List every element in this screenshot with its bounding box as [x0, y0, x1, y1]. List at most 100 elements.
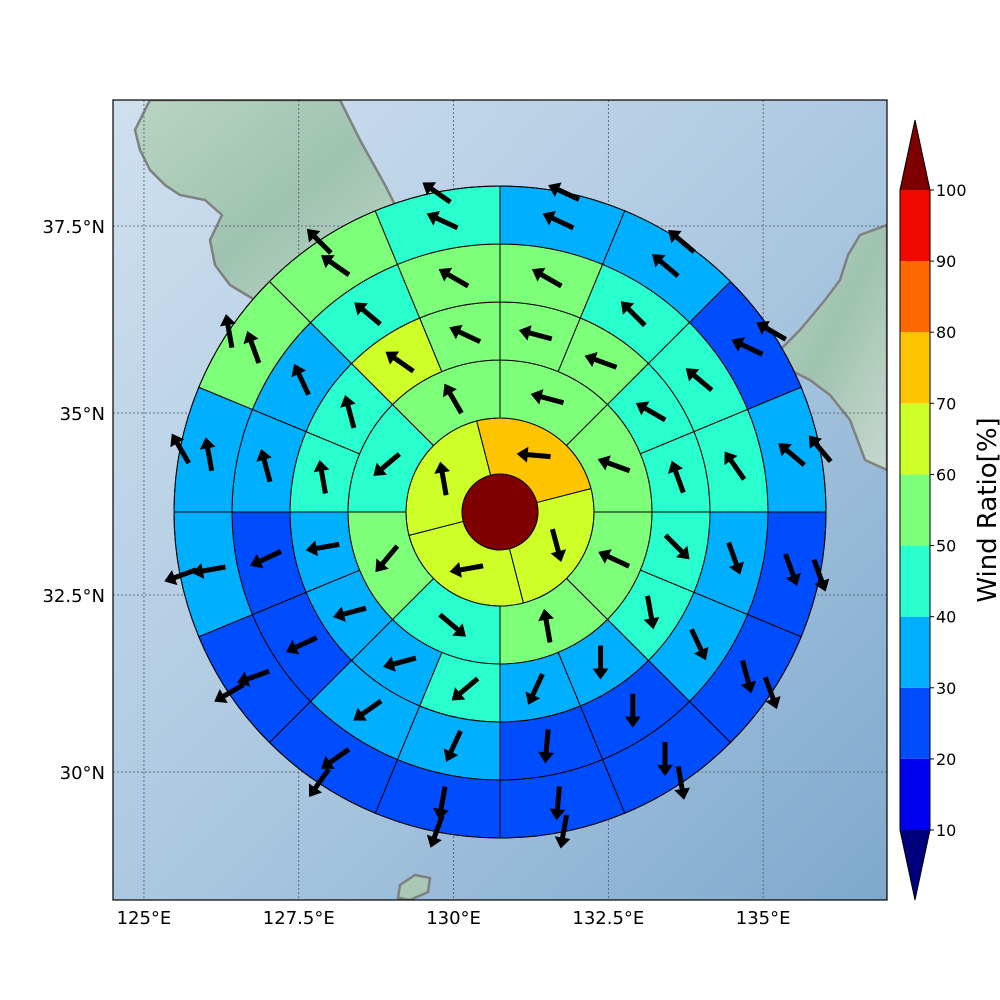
wind-arrow [170, 433, 191, 465]
colorbar-tick-label: 20 [936, 750, 956, 769]
wind-arrow [375, 544, 400, 573]
colorbar-bin [900, 474, 930, 546]
wind-arrow [443, 383, 464, 415]
wind-arrow [438, 267, 470, 289]
wind-arrow [438, 612, 466, 637]
colorbar-tick-label: 10 [936, 821, 956, 840]
wind-arrow [643, 595, 660, 630]
wind-arrow [306, 228, 333, 255]
colorbar-tick-label: 80 [936, 323, 956, 342]
y-tick-label: 35°N [60, 404, 105, 425]
wind-arrow [305, 540, 340, 557]
wind-arrow [426, 210, 459, 231]
colorbar-tick-label: 60 [936, 465, 956, 484]
ring-6-sector [198, 636, 270, 743]
wind-arrow [811, 558, 830, 592]
wind-arrow [635, 401, 667, 423]
wind-arrow [783, 553, 801, 586]
wind-arrow [778, 443, 806, 467]
wind-arrow [308, 767, 331, 797]
wind-arrow [554, 814, 571, 849]
wind-arrow [285, 635, 318, 655]
colorbar-tick-label: 50 [936, 537, 956, 556]
colorbar-bin [900, 758, 930, 830]
colorbar-tick-label: 40 [936, 608, 956, 627]
wind-arrow [651, 254, 680, 278]
wind-arrow [740, 659, 757, 694]
wind-arrow [663, 533, 690, 560]
wind-arrow [214, 682, 245, 704]
wind-arrow [383, 655, 417, 672]
wind-arrow [538, 608, 554, 643]
wind-arrow [237, 668, 270, 687]
wind-arrow [689, 628, 709, 661]
wind-arrow [433, 786, 449, 821]
colorbar-bin [900, 687, 930, 759]
x-tick-label: 130°E [426, 908, 481, 929]
wind-arrow [657, 741, 674, 776]
y-tick-label: 37.5°N [42, 217, 105, 238]
ring-6-sector [375, 185, 501, 212]
colorbar-bin [900, 332, 930, 404]
colorbar: 10 20 30 40 50 60 70 80 90 100 [899, 119, 967, 901]
map-area [113, 100, 887, 900]
wind-arrow [340, 395, 357, 429]
wind-arrow [518, 325, 553, 342]
wind-arrow [530, 389, 565, 406]
wind-arrow [220, 314, 236, 349]
wind-arrow [321, 255, 351, 277]
colorbar-tick-label: 90 [936, 252, 956, 271]
colorbar-bin [900, 545, 930, 617]
wind-arrow [164, 567, 198, 586]
wind-arrow [620, 301, 647, 328]
wind-arrow [726, 541, 744, 575]
colorbar-bin [900, 403, 930, 475]
wind-arrow [667, 460, 686, 494]
wind-arrow [354, 302, 382, 327]
ring-6-sector [269, 742, 376, 814]
wind-arrow [685, 368, 714, 393]
wind-arrow [250, 549, 283, 569]
ring-6-sector [730, 281, 802, 388]
wind-arrow [333, 605, 367, 622]
wind-arrow [756, 320, 788, 342]
wind-arrow [592, 645, 609, 680]
wind-arrow [731, 337, 764, 357]
wind-arrow [549, 528, 567, 563]
y-tick-label: 32.5°N [42, 586, 105, 607]
wind-arrow [449, 561, 484, 578]
colorbar-tick-label: 30 [936, 679, 956, 698]
wind-arrow [449, 324, 482, 344]
wind-arrow [531, 267, 563, 289]
wind-arrow [525, 673, 545, 705]
wind-arrow [549, 786, 566, 821]
wind-arrow [548, 182, 581, 202]
y-tick-label: 30°N [60, 763, 105, 784]
wind-arrow [451, 676, 480, 701]
wind-arrow [243, 331, 262, 364]
wind-arrow [808, 435, 833, 464]
x-tick-label: 132.5°E [572, 908, 644, 929]
wind-arrow [256, 448, 273, 483]
wind-arrow [538, 729, 555, 764]
wind-direction-arrows [164, 182, 833, 849]
colorbar-tick-label: 100 [936, 181, 967, 200]
land-south-islands [396, 873, 432, 900]
x-axis-ticks: 125°E 127.5°E 130°E 132.5°E 135°E [117, 908, 791, 929]
wind-arrow [762, 676, 781, 710]
colorbar-extend-max [900, 120, 930, 190]
wind-arrow [624, 693, 641, 728]
y-axis-ticks: 30°N 32.5°N 35°N 37.5°N [42, 217, 105, 784]
wind-arrow [321, 747, 351, 769]
wind-arrow [191, 563, 226, 579]
wind-arrow [516, 446, 551, 463]
wind-arrow [353, 698, 383, 721]
colorbar-tick-label: 70 [936, 394, 956, 413]
colorbar-bin [900, 190, 930, 262]
wind-arrow [598, 549, 631, 569]
wind-arrow [584, 351, 618, 370]
wind-arrow [422, 182, 452, 205]
colorbar-title: Wind Ratio[%] [973, 417, 1000, 602]
wind-arrow [373, 452, 401, 476]
map-border [112, 99, 888, 901]
